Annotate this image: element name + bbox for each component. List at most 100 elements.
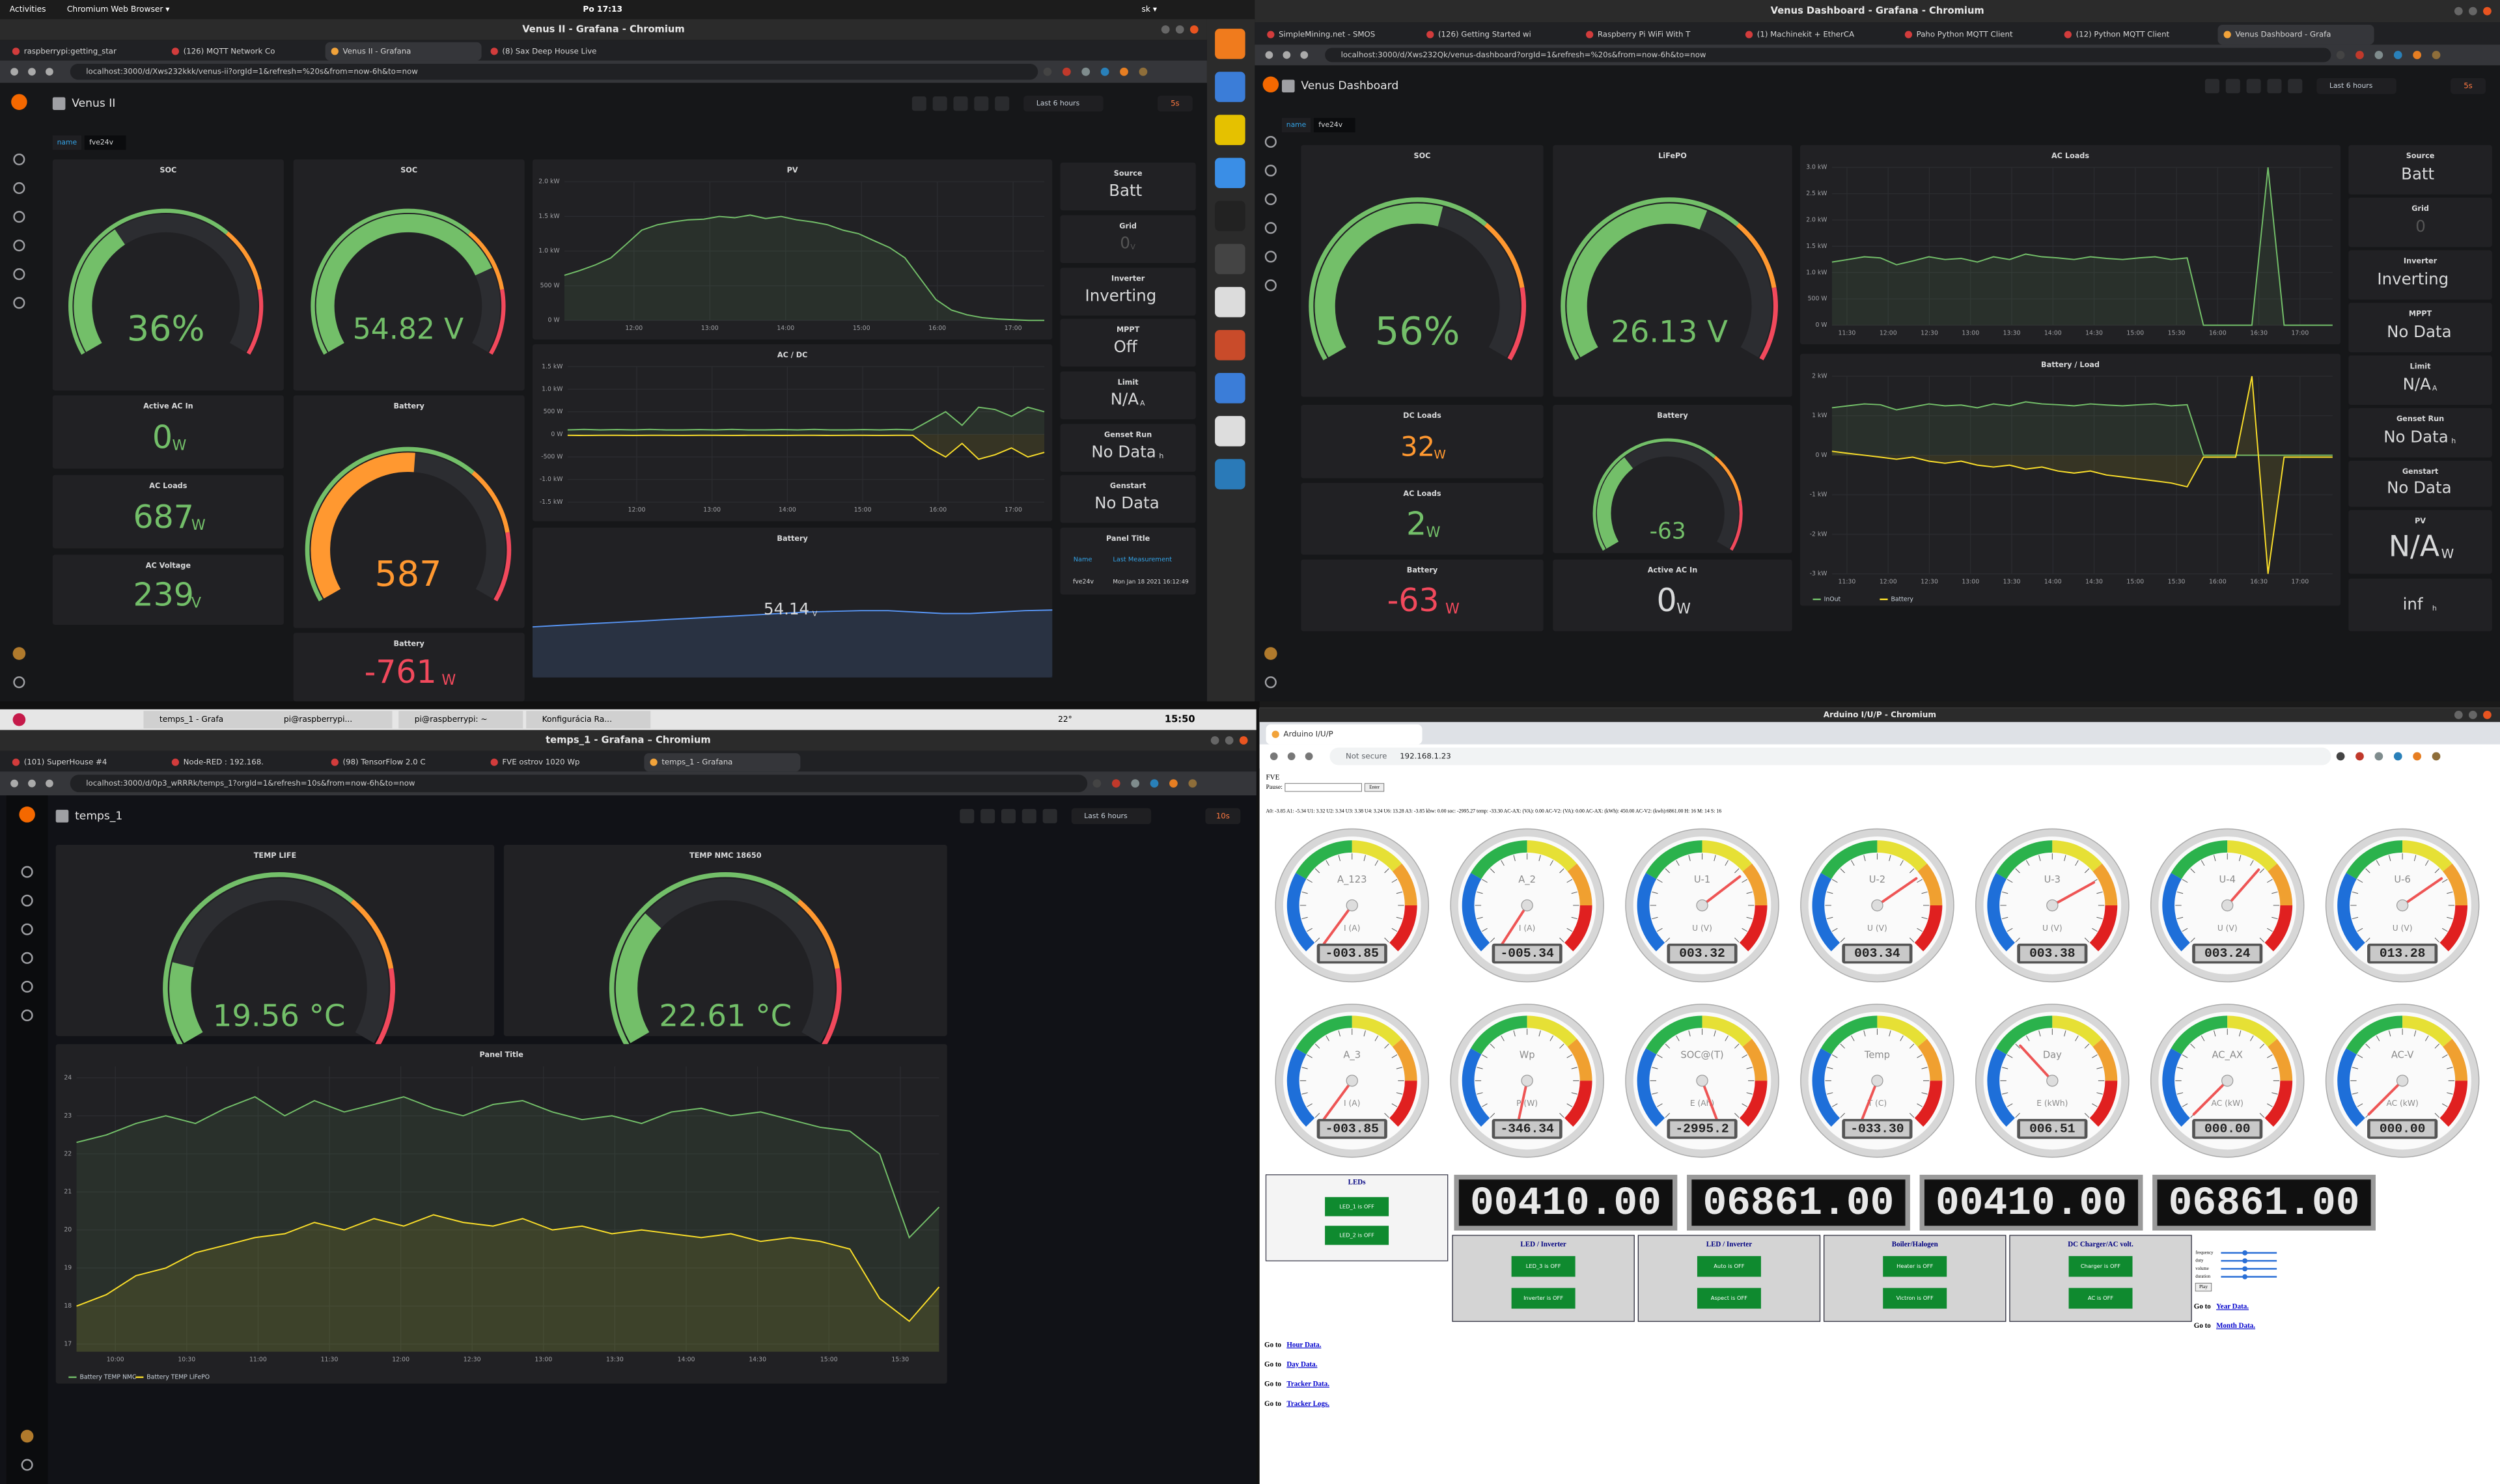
link[interactable]: Tracker Logs.	[1286, 1400, 1329, 1408]
taskbar-button[interactable]	[398, 711, 523, 729]
toggle-button[interactable]	[1325, 1226, 1389, 1245]
refresh-interval[interactable]: 5s	[1171, 99, 1180, 108]
taskbar-label[interactable]: Konfigurácia Ra...	[542, 715, 612, 724]
toolbar-button[interactable]	[995, 96, 1010, 111]
user-avatar[interactable]	[1264, 647, 1277, 660]
extension-icon[interactable]	[2336, 752, 2345, 761]
toggle-label[interactable]: Charger is OFF	[2081, 1263, 2120, 1269]
toolbar-button[interactable]	[2246, 79, 2261, 94]
extension-icon[interactable]	[2355, 51, 2364, 59]
toggle-label[interactable]: Auto is OFF	[1714, 1263, 1745, 1269]
extension-icon[interactable]	[1111, 779, 1120, 788]
help-icon[interactable]	[13, 676, 25, 689]
nav-button[interactable]	[1305, 752, 1313, 760]
taskbar-label[interactable]: pi@raspberrypi: ~	[415, 715, 488, 724]
window-control[interactable]	[1189, 25, 1199, 34]
sidebar-icon[interactable]	[13, 268, 25, 281]
window-control[interactable]	[1175, 25, 1184, 34]
sidebar-icon[interactable]	[13, 297, 25, 309]
legend-label[interactable]: InOut	[1824, 596, 1841, 603]
nav-button[interactable]	[1270, 752, 1278, 760]
window-control[interactable]	[1239, 736, 1248, 745]
taskbar-button[interactable]	[268, 711, 393, 729]
toggle-button[interactable]	[1325, 1197, 1389, 1216]
nav-button[interactable]	[46, 68, 53, 76]
window-control[interactable]	[2469, 7, 2477, 16]
sidebar-icon[interactable]	[13, 240, 25, 252]
sidebar-icon[interactable]	[13, 211, 25, 223]
tab-title[interactable]: Arduino I/U/P	[1283, 730, 1333, 739]
extension-icon[interactable]	[2336, 51, 2345, 59]
nav-button[interactable]	[46, 779, 53, 788]
extension-icon[interactable]	[1120, 67, 1128, 76]
time-range[interactable]: Last 6 hours	[2329, 81, 2373, 90]
tab-title[interactable]: (1) Machinekit + EtherCA	[1757, 30, 1854, 39]
toolbar-button[interactable]	[2288, 79, 2303, 94]
window-control[interactable]	[2483, 7, 2492, 16]
tab-title[interactable]: SimpleMining.net - SMOS	[1279, 30, 1375, 39]
taskbar-label[interactable]: temps_1 - Grafa	[160, 715, 223, 724]
sidebar-icon[interactable]	[21, 894, 33, 907]
toggle-button[interactable]	[1511, 1256, 1576, 1277]
address-bar[interactable]	[1329, 747, 2331, 765]
toolbar-button[interactable]	[911, 96, 926, 111]
tab[interactable]	[644, 753, 801, 772]
variable-value[interactable]: fve24v	[1318, 120, 1342, 129]
user-avatar[interactable]	[20, 1429, 34, 1443]
sidebar-icon[interactable]	[1264, 193, 1277, 206]
tab-title[interactable]: Node-RED : 192.168.	[184, 758, 264, 767]
nav-button[interactable]	[1265, 51, 1273, 59]
dock-icon[interactable]	[1215, 200, 1245, 232]
tab-title[interactable]: Venus II - Grafana	[343, 46, 411, 55]
toggle-button[interactable]	[2068, 1287, 2133, 1309]
tab-title[interactable]: Raspberry Pi WiFi With T	[1598, 30, 1691, 39]
tab-title[interactable]: temps_1 - Grafana	[661, 758, 732, 767]
extension-icon[interactable]	[2374, 51, 2383, 59]
refresh-picker[interactable]	[1157, 95, 1193, 112]
dock-icon[interactable]	[1215, 158, 1245, 188]
variable-value[interactable]: fve24v	[89, 138, 113, 146]
sidebar-icon[interactable]	[1264, 164, 1277, 177]
extension-icon[interactable]	[1100, 67, 1109, 76]
slider-thumb[interactable]	[2242, 1258, 2248, 1264]
extension-icon[interactable]	[2432, 752, 2441, 761]
slider-thumb[interactable]	[2242, 1274, 2248, 1280]
toolbar-button[interactable]	[953, 96, 968, 111]
toolbar-button[interactable]	[1021, 808, 1036, 823]
extension-icon[interactable]	[1131, 779, 1140, 788]
window-control[interactable]	[1225, 736, 1234, 745]
help-icon[interactable]	[1264, 676, 1277, 689]
time-range[interactable]: Last 6 hours	[1084, 812, 1128, 820]
nav-button[interactable]	[10, 68, 18, 76]
link[interactable]: Year Data.	[2216, 1303, 2249, 1311]
keyboard-layout[interactable]: sk ▾	[1141, 5, 1157, 14]
address-bar[interactable]	[70, 63, 1038, 80]
help-icon[interactable]	[21, 1459, 33, 1471]
toggle-label[interactable]: Aspect is OFF	[1711, 1295, 1747, 1301]
sidebar-icon[interactable]	[21, 866, 33, 878]
time-picker[interactable]	[2316, 78, 2396, 94]
tab-title[interactable]: FVE ostrov 1020 Wp	[502, 758, 579, 767]
activities[interactable]: Activities	[10, 5, 46, 14]
extension-icon[interactable]	[1188, 779, 1197, 788]
sidebar-icon[interactable]	[1264, 279, 1277, 292]
refresh-interval[interactable]: 5s	[2464, 81, 2473, 90]
window-control[interactable]	[2454, 711, 2463, 719]
extension-icon[interactable]	[1150, 779, 1159, 788]
toolbar-button[interactable]	[974, 96, 989, 111]
toolbar-button[interactable]	[932, 96, 947, 111]
enter-button[interactable]	[1364, 783, 1385, 792]
tab-title[interactable]: (101) SuperHouse #4	[24, 758, 107, 767]
extension-icon[interactable]	[2393, 752, 2402, 761]
extension-icon[interactable]	[1139, 67, 1148, 76]
slider-thumb[interactable]	[2242, 1250, 2248, 1256]
url-text[interactable]: 192.168.1.23	[1400, 752, 1451, 761]
slider-thumb[interactable]	[2242, 1266, 2248, 1272]
tab-title[interactable]: Venus Dashboard - Grafa	[2235, 30, 2331, 39]
pause-input[interactable]	[1285, 783, 1362, 792]
time-picker[interactable]	[1023, 95, 1104, 112]
address-bar[interactable]	[1325, 48, 2331, 62]
extension-icon[interactable]	[2432, 51, 2441, 59]
app-menu[interactable]: Chromium Web Browser ▾	[67, 5, 170, 14]
sidebar-icon[interactable]	[1264, 135, 1277, 148]
